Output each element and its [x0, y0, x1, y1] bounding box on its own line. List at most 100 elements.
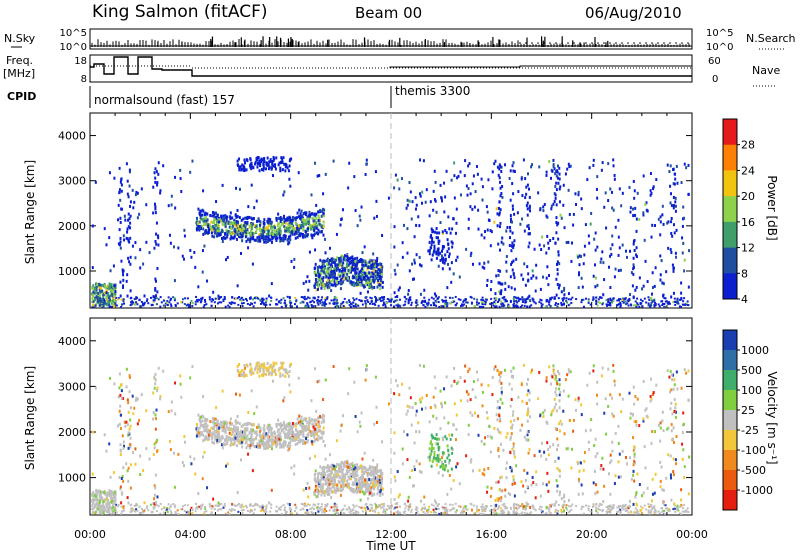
velocity-echo [135, 508, 138, 511]
velocity-echo [239, 370, 242, 374]
velocity-echo [227, 511, 230, 514]
power-echo [265, 303, 268, 306]
velocity-echo [283, 431, 286, 435]
velocity-echo [304, 512, 307, 515]
power-echo [326, 263, 329, 267]
power-echo [181, 298, 184, 301]
power-echo [373, 302, 376, 305]
velocity-echo [404, 510, 407, 513]
power-echo [373, 285, 376, 289]
velocity-echo [279, 374, 282, 378]
velocity-echo [289, 425, 292, 429]
velocity-echo [280, 445, 283, 449]
velocity-echo [368, 488, 371, 492]
velocity-echo [236, 421, 239, 425]
velocity-echo [348, 475, 351, 479]
velocity-echo [330, 463, 333, 467]
power-echo [482, 305, 485, 308]
velocity-echo [335, 465, 338, 469]
velocity-echo [302, 428, 305, 432]
velocity-echo [243, 433, 246, 437]
power-echo [609, 299, 612, 302]
velocity-echo [557, 504, 560, 507]
velocity-echo [300, 429, 303, 433]
velocity-echo [313, 478, 316, 482]
velocity-echo [376, 469, 379, 473]
power-echo [260, 231, 263, 235]
power-echo [408, 297, 411, 300]
power-echo [340, 269, 343, 273]
velocity-echo [303, 505, 306, 508]
power-echo [314, 278, 317, 282]
velocity-echo [218, 504, 221, 507]
power-echo [348, 268, 351, 272]
velocity-echo [262, 505, 265, 508]
velocity-echo [253, 430, 256, 434]
power-echo [115, 296, 118, 299]
velocity-echo [307, 425, 310, 429]
velocity-echo [282, 422, 285, 426]
velocity-echo [233, 429, 236, 433]
power-echo [392, 300, 395, 303]
power-echo [353, 299, 356, 302]
velocity-echo [610, 508, 613, 511]
power-echo [107, 292, 110, 296]
velocity-echo [317, 420, 320, 424]
power-echo [262, 162, 265, 166]
power-echo [333, 295, 336, 298]
power-echo [187, 303, 190, 306]
cpid-segment-label: normalsound (fast) 157 [94, 93, 235, 107]
power-echo [253, 238, 256, 242]
power-echo [278, 161, 281, 165]
power-echo [363, 275, 366, 279]
power-echo [369, 296, 372, 299]
velocity-echo [230, 433, 233, 437]
velocity-echo [260, 439, 263, 443]
power-echo [165, 301, 168, 304]
velocity-echo [107, 498, 110, 502]
power-echo [493, 297, 496, 300]
velocity-echo [260, 437, 263, 441]
power-echo [654, 302, 657, 305]
power-echo [518, 297, 521, 300]
velocity-echo [354, 474, 357, 478]
y-tick-label: 2000 [58, 220, 86, 233]
velocity-echo [336, 508, 339, 511]
colorbar-swatch [723, 470, 737, 491]
power-echo [312, 219, 315, 223]
velocity-echo [360, 506, 363, 509]
power-echo [199, 301, 202, 304]
velocity-echo [244, 431, 247, 435]
nave-tick-top: 60 [708, 56, 721, 67]
velocity-echo [399, 505, 402, 508]
velocity-echo [223, 421, 226, 425]
power-echo [505, 300, 508, 303]
velocity-echo [110, 489, 113, 493]
power-echo [122, 298, 125, 301]
colorbar-swatch [723, 221, 737, 248]
velocity-echo [356, 487, 359, 491]
power-echo [370, 259, 373, 263]
velocity-echo [374, 481, 377, 485]
velocity-echo [266, 432, 269, 436]
power-echo [634, 304, 637, 307]
nsearch-dot [675, 42, 677, 44]
velocity-echo [338, 465, 341, 469]
power-echo [233, 221, 236, 225]
power-echo [218, 301, 221, 304]
power-echo [275, 232, 278, 236]
power-echo [279, 301, 282, 304]
velocity-echo [361, 490, 364, 494]
power-echo [527, 296, 530, 299]
power-echo [553, 296, 556, 299]
velocity-echo [181, 508, 184, 511]
nsearch-dot [627, 42, 629, 44]
power-echo [323, 208, 326, 212]
velocity-echo [210, 511, 213, 514]
power-echo [320, 286, 323, 290]
power-echo [276, 224, 279, 228]
power-echo [372, 272, 375, 276]
power-echo [276, 303, 279, 306]
velocity-echo [262, 444, 265, 448]
power-echo [301, 300, 304, 303]
